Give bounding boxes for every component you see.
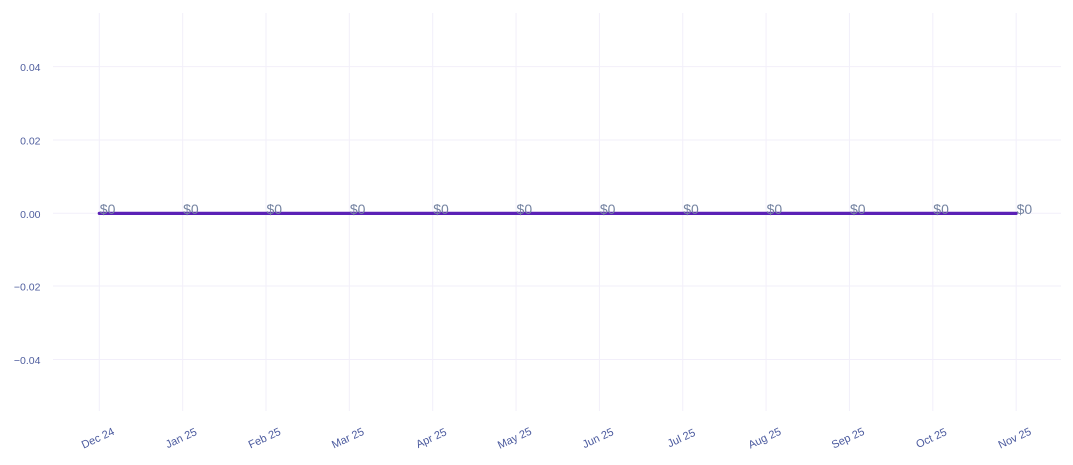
svg-text:−0.04: −0.04	[14, 355, 41, 367]
svg-text:Mar 25: Mar 25	[330, 426, 366, 451]
svg-text:Nov 25: Nov 25	[997, 426, 1034, 452]
svg-text:$0: $0	[933, 201, 949, 217]
svg-text:Sep 25: Sep 25	[830, 426, 867, 452]
svg-text:$0: $0	[183, 201, 199, 217]
svg-text:Jan 25: Jan 25	[164, 426, 199, 451]
svg-text:Feb 25: Feb 25	[247, 426, 283, 451]
svg-text:$0: $0	[1017, 201, 1033, 217]
svg-text:$0: $0	[433, 201, 449, 217]
svg-text:$0: $0	[100, 201, 116, 217]
svg-text:May 25: May 25	[496, 426, 534, 452]
svg-text:$0: $0	[267, 201, 283, 217]
svg-text:0.04: 0.04	[20, 62, 41, 74]
svg-text:−0.02: −0.02	[14, 282, 41, 294]
svg-text:0.02: 0.02	[20, 136, 41, 148]
svg-text:$0: $0	[517, 201, 533, 217]
svg-text:$0: $0	[767, 201, 783, 217]
svg-text:Jul 25: Jul 25	[666, 427, 698, 450]
svg-text:$0: $0	[850, 201, 866, 217]
svg-text:Aug 25: Aug 25	[747, 426, 784, 452]
svg-text:Jun 25: Jun 25	[581, 426, 616, 451]
svg-text:$0: $0	[350, 201, 366, 217]
svg-text:0.00: 0.00	[20, 209, 41, 221]
svg-text:$0: $0	[683, 201, 699, 217]
svg-text:Apr 25: Apr 25	[414, 426, 448, 451]
svg-text:Dec 24: Dec 24	[80, 426, 117, 452]
svg-text:Oct 25: Oct 25	[914, 426, 948, 451]
svg-text:$0: $0	[600, 201, 616, 217]
